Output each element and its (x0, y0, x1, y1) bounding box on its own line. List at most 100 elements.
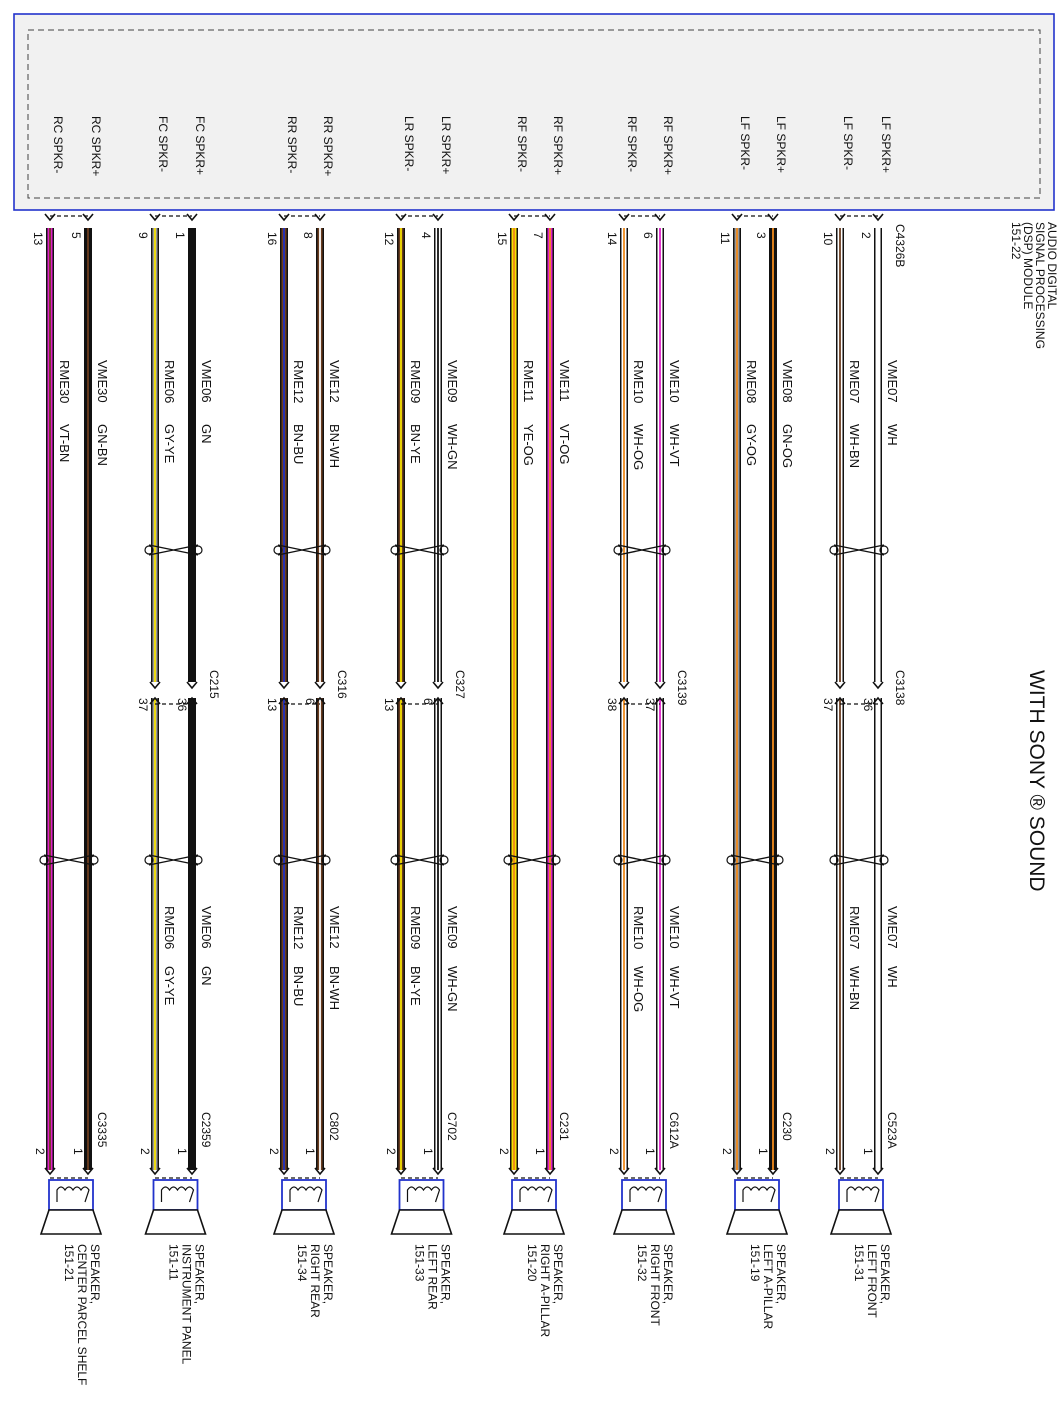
ch4-pos-module-pin-number: 7 (531, 232, 545, 239)
ch6-neg-color-upper: BN-BU (291, 424, 306, 464)
ch7-pos-module-pin-number: 1 (173, 232, 187, 239)
ch5-neg-color-lower: BN-YE (408, 966, 423, 1006)
ch3-pos-end-arrow (654, 1167, 666, 1176)
ch6-inline-connector-label: C316 (335, 670, 349, 699)
ch3-twist-lower (617, 854, 667, 866)
ch5-end-connector-label: C702 (445, 1112, 459, 1141)
ch7-pos-inline-arrow (186, 681, 198, 690)
ch7-twist-lower-right-loop (193, 855, 203, 865)
ch7-speaker-label-2: INSTRUMENT PANEL (180, 1244, 194, 1365)
ch3-end-connector-label: C612A (667, 1112, 681, 1149)
dsp-module-inner-dashed (27, 29, 1041, 199)
ch7-neg-color-upper: GY-YE (162, 424, 177, 464)
ch6-pos-module-pin (314, 213, 326, 222)
ch7-speaker-label-3: 151-11 (167, 1244, 181, 1281)
ch5-speaker-label-2: LEFT REAR (426, 1244, 440, 1310)
ch3-pos-inline-arrow (654, 681, 666, 690)
ch5-neg-pin-label: LR SPKR- (402, 116, 416, 171)
ch6-neg-color-lower: BN-BU (291, 966, 306, 1006)
ch5-speaker-icon-coil (406, 1186, 441, 1203)
ch6-speaker-icon-cone (272, 1209, 336, 1235)
ch4-pos-module-pin (544, 213, 556, 222)
ch1-neg-inline-pin: 37 (821, 698, 835, 712)
ch8-pos-module-pin (82, 213, 94, 222)
ch2-neg-color-upper: GY-OG (744, 424, 759, 466)
ch7-neg-circuit-lower: RME06 (162, 906, 177, 949)
ch6-neg-circuit-lower: RME12 (291, 906, 306, 949)
ch4-speaker-icon (502, 1179, 566, 1235)
ch3-neg-end-pin: 2 (607, 1148, 621, 1155)
ch6-pos-color-upper: BN-WH (327, 424, 342, 468)
ch2-pos-pin-label: LF SPKR+ (774, 116, 788, 173)
ch4-neg-module-pin-number: 15 (495, 232, 509, 246)
ch6-twist-upper-right-loop (321, 545, 331, 555)
ch5-pos-module-pin-number: 4 (419, 232, 433, 239)
ch2-neg-module-pin-number: 11 (718, 232, 732, 245)
module-label-line-3: (DSP) MODULE (1021, 222, 1035, 309)
ch6-speaker-icon (272, 1179, 336, 1235)
ch1-neg-circuit-upper: RME07 (847, 360, 862, 403)
ch1-pos-color-upper: WH (885, 424, 900, 446)
ch3-neg-circuit-upper: RME10 (631, 360, 646, 403)
ch6-speaker-label-1: SPEAKER, (321, 1244, 335, 1304)
ch4-pos-end-pin: 1 (533, 1148, 547, 1155)
ch7-neg-inline-arrow (149, 681, 161, 690)
ch1-speaker-icon-magnet (838, 1179, 884, 1211)
ch8-neg-end-pin: 2 (33, 1148, 47, 1155)
module-connector-label: C4326B (893, 224, 907, 267)
ch8-neg-end-arrow (44, 1167, 56, 1176)
ch8-pos-pin-label: RC SPKR+ (89, 116, 103, 176)
ch1-neg-end-pin: 2 (823, 1148, 837, 1155)
ch6-pos-circuit-upper: VME12 (327, 360, 342, 403)
ch8-speaker-icon-coil (56, 1186, 90, 1203)
ch8-neg-color-upper: VT-BN (57, 424, 72, 462)
ch4-neg-circuit-upper: RME11 (521, 360, 536, 402)
ch6-neg-circuit-upper: RME12 (291, 360, 306, 403)
ch3-neg-inline-arrow (618, 681, 630, 690)
ch5-pos-module-pin (432, 213, 444, 222)
ch8-speaker-icon (39, 1179, 103, 1235)
ch4-neg-end-pin: 2 (497, 1148, 511, 1155)
ch7-twist-lower (148, 854, 199, 866)
ch7-pos-circuit-upper: VME06 (199, 360, 214, 403)
ch1-twist-upper (833, 544, 885, 556)
ch2-pos-module-pin (767, 213, 779, 222)
ch8-neg-circuit-upper: RME30 (57, 360, 72, 403)
ch2-pos-end-arrow (767, 1167, 779, 1176)
ch5-neg-inline-pin: 13 (382, 698, 396, 712)
ch3-pos-color-upper: WH-VT (667, 424, 682, 467)
ch7-neg-inline-pin: 37 (136, 698, 150, 712)
ch4-speaker-label-2: RIGHT A-PILLAR (538, 1244, 552, 1337)
ch8-end-connector-label: C3335 (95, 1112, 109, 1148)
ch6-twist-upper (277, 544, 327, 556)
ch3-inline-connector-label: C3139 (675, 670, 689, 706)
ch2-neg-end-pin: 2 (720, 1148, 734, 1155)
ch5-pos-inline-arrow (432, 681, 444, 690)
ch2-neg-end-arrow (731, 1167, 743, 1176)
ch7-neg-end-arrow (149, 1167, 161, 1176)
ch6-speaker-icon-magnet (281, 1179, 327, 1211)
module-label-line-2: SIGNAL PROCESSING (1033, 222, 1047, 349)
ch5-twist-upper (394, 544, 445, 556)
ch7-twist-lower-left-loop (144, 855, 154, 865)
ch1-twist-lower-right-loop (879, 855, 889, 865)
ch7-neg-circuit-upper: RME06 (162, 360, 177, 403)
ch3-pos-circuit-lower: VME10 (667, 906, 682, 949)
ch6-twist-upper-left-loop (273, 545, 283, 555)
ch4-twist-lower-left-loop (503, 855, 513, 865)
ch2-speaker-icon-magnet (734, 1179, 780, 1211)
ch4-speaker-label-3: 151-20 (525, 1244, 539, 1282)
ch6-neg-pin-label: RR SPKR- (285, 116, 299, 173)
ch4-pos-pin-label: RF SPKR+ (551, 116, 565, 175)
ch1-twist-upper-right-loop (879, 545, 889, 555)
ch5-speaker-icon (390, 1179, 453, 1235)
ch1-pos-pin-label: LF SPKR+ (879, 116, 893, 173)
ch1-pos-inline-arrow (872, 681, 884, 690)
ch3-neg-inline-pin: 38 (605, 698, 619, 712)
ch1-pos-end-pin: 1 (861, 1148, 875, 1155)
ch1-twist-upper-left-loop (829, 545, 839, 555)
ch1-pos-module-pin (872, 213, 884, 222)
ch1-twist-lower (833, 854, 885, 866)
ch7-pos-inline-pin: 36 (175, 698, 189, 712)
ch5-neg-end-pin: 2 (384, 1148, 398, 1155)
